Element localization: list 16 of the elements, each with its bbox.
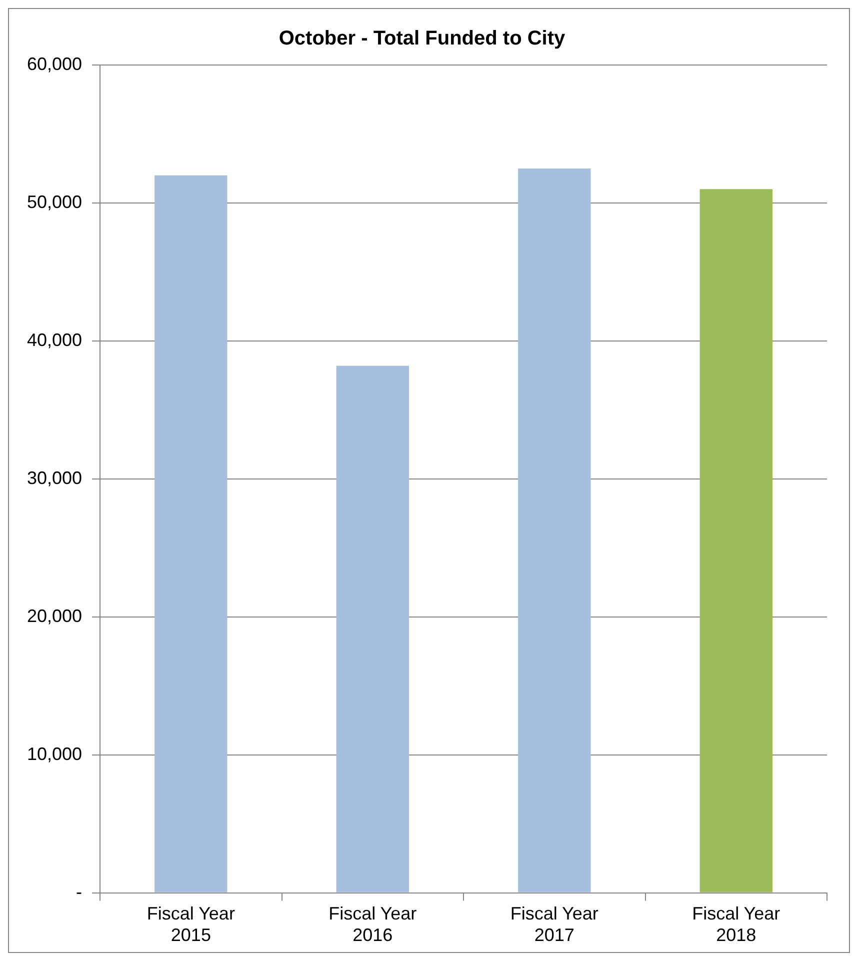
y-tick-label: 50,000 (26, 192, 82, 212)
x-tick-label: Fiscal Year 2015 (146, 904, 235, 946)
y-tick-label: 40,000 (26, 330, 82, 350)
x-tick-label: Fiscal Year 2018 (692, 904, 780, 946)
y-tick-label: 30,000 (26, 468, 82, 488)
x-tick-label: Fiscal Year 2016 (328, 904, 417, 946)
y-tick-label: 20,000 (26, 606, 82, 626)
bar (154, 175, 228, 892)
y-tick-label: - (76, 882, 82, 902)
bar (336, 366, 410, 892)
y-tick-label: 10,000 (26, 744, 82, 764)
x-tick-label: Fiscal Year 2017 (510, 904, 598, 946)
bar (518, 168, 591, 892)
bar (700, 189, 772, 892)
chart-title: October - Total Funded to City (278, 28, 566, 50)
y-tick-label: 60,000 (26, 54, 82, 74)
